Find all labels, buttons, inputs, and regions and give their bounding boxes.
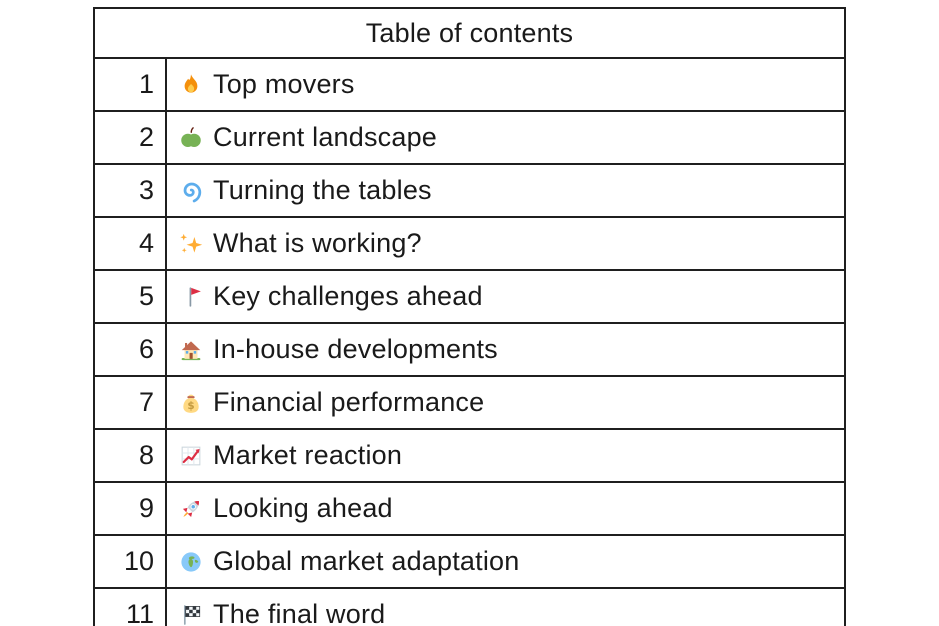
- row-label: Turning the tables: [213, 175, 432, 205]
- sparkles-icon: [178, 231, 204, 257]
- row-title: In-house developments: [178, 334, 843, 365]
- table-row: 7 $ Financial performance: [93, 375, 846, 430]
- table-of-contents: Table of contents 1 Top movers 2 Current la…: [93, 7, 846, 626]
- row-title-cell: Looking ahead: [165, 481, 846, 536]
- row-label: In-house developments: [213, 334, 498, 364]
- house-icon: [178, 337, 204, 363]
- row-title-cell: Turning the tables: [165, 163, 846, 218]
- row-title-cell: $ Financial performance: [165, 375, 846, 430]
- table-row: 10 Global market adaptation: [93, 534, 846, 589]
- row-label: Market reaction: [213, 440, 403, 470]
- table-row: 2 Current landscape: [93, 110, 846, 165]
- row-number: 11: [93, 587, 167, 626]
- row-title: Turning the tables: [178, 175, 843, 206]
- row-number: 5: [93, 269, 167, 324]
- row-number: 10: [93, 534, 167, 589]
- chart-increasing-icon: [178, 443, 204, 469]
- row-label: Current landscape: [213, 122, 438, 152]
- row-label: Global market adaptation: [213, 546, 520, 576]
- row-title: Global market adaptation: [178, 546, 843, 577]
- row-title: Market reaction: [178, 440, 843, 471]
- row-title: What is working?: [178, 228, 843, 259]
- row-number: 3: [93, 163, 167, 218]
- row-title-cell: Global market adaptation: [165, 534, 846, 589]
- row-title-cell: The final word: [165, 587, 846, 626]
- triangular-flag-icon: [178, 284, 204, 310]
- row-title-cell: What is working?: [165, 216, 846, 271]
- row-number: 6: [93, 322, 167, 377]
- table-row: 8 Market reaction: [93, 428, 846, 483]
- table-row: 5 Key challenges ahead: [93, 269, 846, 324]
- row-title-cell: Market reaction: [165, 428, 846, 483]
- row-title-cell: Top movers: [165, 57, 846, 112]
- chequered-flag-icon: [178, 602, 204, 626]
- row-title-cell: In-house developments: [165, 322, 846, 377]
- money-bag-icon: $: [178, 390, 204, 416]
- row-title: Current landscape: [178, 122, 843, 153]
- row-number: 9: [93, 481, 167, 536]
- row-title-cell: Current landscape: [165, 110, 846, 165]
- table-row: 6 In-house developments: [93, 322, 846, 377]
- row-title-cell: Key challenges ahead: [165, 269, 846, 324]
- row-title: Looking ahead: [178, 493, 843, 524]
- row-label: Financial performance: [213, 387, 485, 417]
- row-label: The final word: [213, 599, 386, 626]
- globe-europe-africa-icon: [178, 549, 204, 575]
- green-apple-icon: [178, 125, 204, 151]
- row-number: 1: [93, 57, 167, 112]
- row-label: What is working?: [213, 228, 422, 258]
- row-number: 4: [93, 216, 167, 271]
- row-number: 7: [93, 375, 167, 430]
- table-row: 3 Turning the tables: [93, 163, 846, 218]
- row-label: Looking ahead: [213, 493, 393, 523]
- row-title: Top movers: [178, 69, 843, 100]
- row-number: 2: [93, 110, 167, 165]
- table-row: 11 The final word: [93, 587, 846, 626]
- rocket-icon: [178, 496, 204, 522]
- table-row: 9 Looking ahead: [93, 481, 846, 536]
- row-label: Key challenges ahead: [213, 281, 483, 311]
- row-number: 8: [93, 428, 167, 483]
- fire-icon: [178, 72, 204, 98]
- row-title: Key challenges ahead: [178, 281, 843, 312]
- table-header-row: Table of contents: [93, 7, 846, 59]
- cyclone-icon: [178, 178, 204, 204]
- table-row: 4 What is working?: [93, 216, 846, 271]
- row-title: $ Financial performance: [178, 387, 843, 418]
- row-label: Top movers: [213, 69, 355, 99]
- table-title: Table of contents: [93, 7, 846, 59]
- svg-text:$: $: [187, 400, 194, 412]
- toc-body: 1 Top movers 2 Current landscape 3 Turning th…: [93, 57, 846, 626]
- row-title: The final word: [178, 599, 843, 626]
- table-row: 1 Top movers: [93, 57, 846, 112]
